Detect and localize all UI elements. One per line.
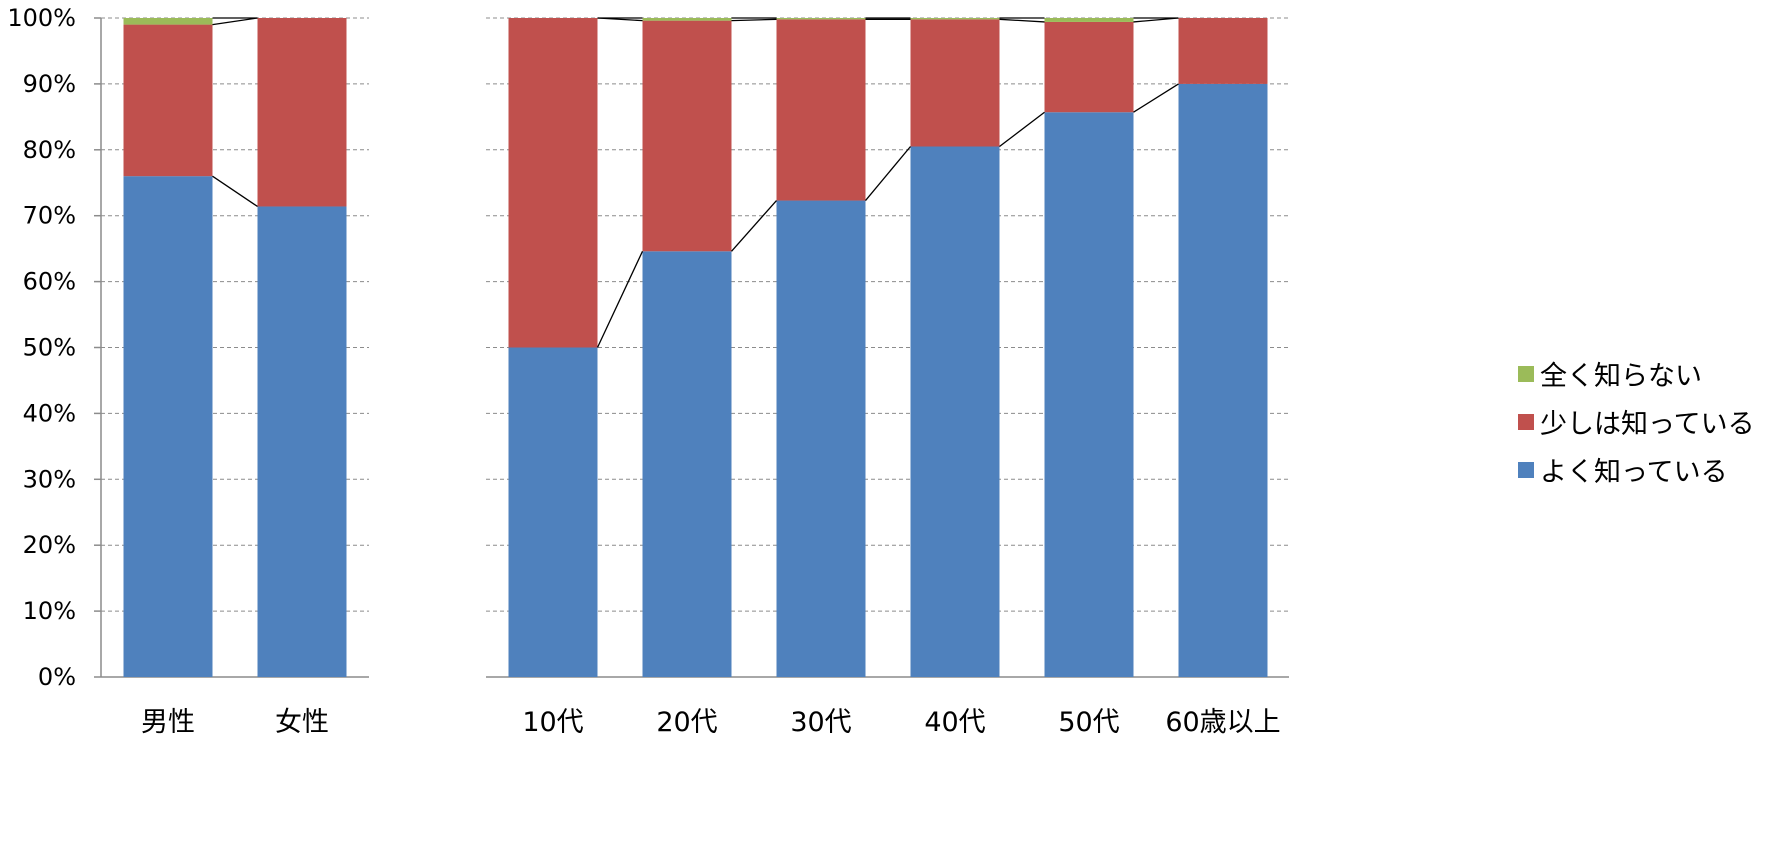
legend-label-1: よく知っている: [1540, 457, 1728, 488]
bar-segment-2-6-s2: [1178, 18, 1268, 84]
series-line-2-s2: [731, 18, 777, 22]
y-tick-label: 90%: [23, 70, 76, 98]
category-label: 30代: [790, 707, 851, 738]
y-tick-label: 40%: [23, 399, 76, 427]
series-line-2-s1: [999, 111, 1045, 148]
bar-segment-1-1-s3: [123, 18, 213, 25]
bar-segment-2-5-s3: [1044, 18, 1134, 22]
bar-segment-2-3-s3: [776, 18, 866, 20]
series-line-2-s1: [1133, 83, 1179, 113]
bar-segment-1-2-s1: [257, 206, 347, 677]
bar-segment-2-6-s1: [1178, 83, 1268, 677]
y-tick-label: 30%: [23, 465, 76, 493]
bar-segment-1-2-s2: [257, 18, 347, 207]
bar-segment-2-1-s1: [508, 347, 598, 677]
legend-swatch-3: [1518, 366, 1534, 382]
category-label: 男性: [141, 707, 195, 738]
y-tick-label: 100%: [7, 4, 76, 32]
bar-segment-2-2-s1: [642, 251, 732, 677]
series-line-2-s2: [1133, 17, 1179, 23]
category-label: 50代: [1058, 707, 1119, 738]
series-line-2-s1: [596, 251, 644, 348]
y-tick-label: 10%: [23, 597, 76, 625]
series-line-2-s2: [999, 18, 1045, 23]
series-line-1-s1: [212, 175, 258, 208]
y-tick-label: 80%: [23, 136, 76, 164]
legend-swatch-2: [1518, 414, 1534, 430]
bar-segment-1-1-s1: [123, 176, 213, 677]
bar-segment-2-3-s1: [776, 200, 866, 677]
legend-swatch-1: [1518, 462, 1534, 478]
y-tick-label: 70%: [23, 202, 76, 230]
series-line-1-s2: [212, 17, 258, 26]
bar-segment-2-4-s1: [910, 146, 1000, 677]
bar-segment-2-3-s2: [776, 19, 866, 201]
category-label: 40代: [924, 707, 985, 738]
bar-segment-1-1-s2: [123, 24, 213, 177]
bar-segment-2-1-s2: [508, 18, 598, 348]
bar-segment-2-4-s2: [910, 19, 1000, 147]
bar-segment-2-2-s3: [642, 18, 732, 21]
y-tick-label: 60%: [23, 268, 76, 296]
series-line-2-s1: [865, 146, 911, 201]
category-label: 10代: [522, 707, 583, 738]
category-label: 女性: [275, 707, 329, 738]
y-tick-label: 50%: [23, 334, 76, 362]
y-tick-label: 0%: [38, 663, 76, 691]
y-tick-label: 20%: [23, 531, 76, 559]
category-label: 60歳以上: [1165, 707, 1280, 738]
category-label: 20代: [656, 707, 717, 738]
bar-segment-2-2-s2: [642, 20, 732, 252]
legend-label-2: 少しは知っている: [1540, 409, 1755, 440]
legend-label-3: 全く知らない: [1540, 361, 1702, 392]
bar-segment-2-5-s2: [1044, 21, 1134, 113]
bar-segment-2-5-s1: [1044, 112, 1134, 677]
series-line-2-s1: [731, 200, 777, 252]
bar-segment-2-4-s3: [910, 18, 1000, 20]
